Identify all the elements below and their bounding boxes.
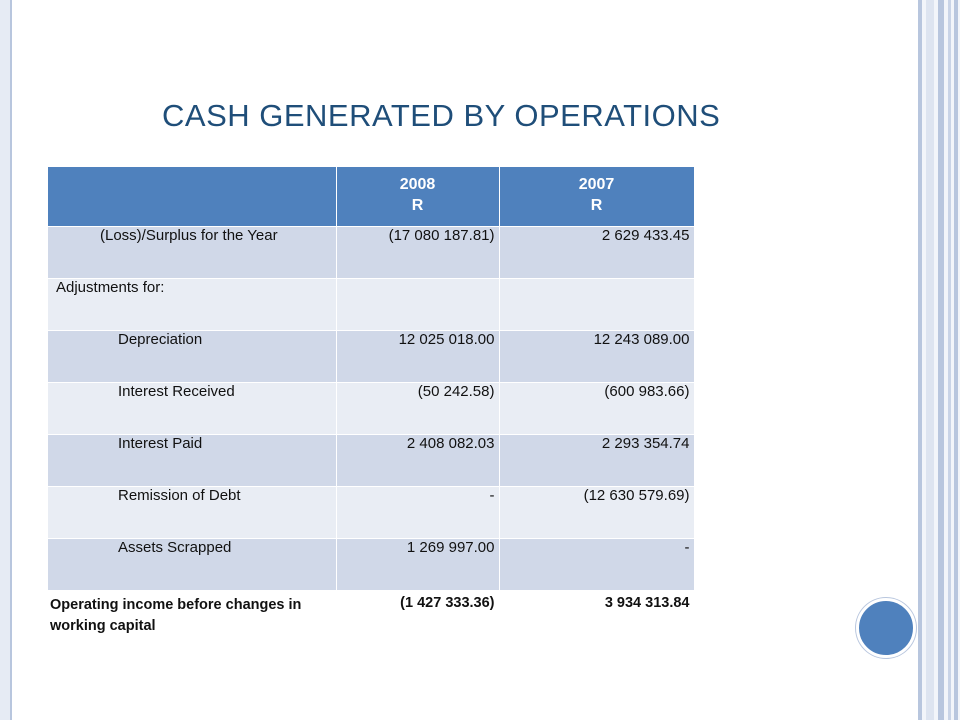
row-value-2007: (600 983.66) [499, 382, 695, 435]
header-2008-unit: R [411, 197, 424, 215]
total-label: Operating income before changes in worki… [48, 590, 337, 645]
header-2007-year: 2007 [578, 176, 615, 194]
total-value-2008: (1 427 333.36) [336, 590, 500, 645]
cash-flow-table: 2008 R 2007 R (Loss)/Surplus for the Yea… [48, 167, 695, 645]
slide-title: CASH GENERATED BY OPERATIONS [162, 98, 721, 133]
row-label: (Loss)/Surplus for the Year [48, 226, 337, 279]
row-value-2008: - [336, 486, 500, 539]
table-row: Adjustments for: [48, 278, 695, 331]
header-2007-unit: R [590, 197, 603, 215]
row-label: Remission of Debt [48, 486, 337, 539]
row-value-2008 [336, 278, 500, 331]
table-row: Interest Paid 2 408 082.03 2 293 354.74 [48, 434, 695, 487]
decorative-circle [856, 598, 916, 658]
row-value-2007: - [499, 538, 695, 591]
slide-frame-left [0, 0, 12, 720]
row-value-2008: (17 080 187.81) [336, 226, 500, 279]
row-value-2008: 1 269 997.00 [336, 538, 500, 591]
header-label-cell [48, 167, 337, 227]
row-value-2007 [499, 278, 695, 331]
row-value-2008: (50 242.58) [336, 382, 500, 435]
row-value-2007: 12 243 089.00 [499, 330, 695, 383]
row-label: Interest Received [48, 382, 337, 435]
row-label: Interest Paid [48, 434, 337, 487]
table-row: Assets Scrapped 1 269 997.00 - [48, 538, 695, 591]
row-label: Adjustments for: [48, 278, 337, 331]
row-label: Assets Scrapped [48, 538, 337, 591]
header-2007: 2007 R [499, 167, 695, 227]
row-value-2007: 2 293 354.74 [499, 434, 695, 487]
table-row: Depreciation 12 025 018.00 12 243 089.00 [48, 330, 695, 383]
row-value-2007: 2 629 433.45 [499, 226, 695, 279]
row-value-2007: (12 630 579.69) [499, 486, 695, 539]
row-value-2008: 12 025 018.00 [336, 330, 500, 383]
row-value-2008: 2 408 082.03 [336, 434, 500, 487]
total-value-2007: 3 934 313.84 [499, 590, 695, 645]
row-label: Depreciation [48, 330, 337, 383]
table-total-row: Operating income before changes in worki… [48, 590, 695, 645]
table-row: (Loss)/Surplus for the Year (17 080 187.… [48, 226, 695, 279]
slide-frame-right [918, 0, 960, 720]
header-2008: 2008 R [336, 167, 500, 227]
header-2008-year: 2008 [399, 176, 436, 194]
table-row: Interest Received (50 242.58) (600 983.6… [48, 382, 695, 435]
table-header-row: 2008 R 2007 R [48, 167, 695, 227]
table-row: Remission of Debt - (12 630 579.69) [48, 486, 695, 539]
